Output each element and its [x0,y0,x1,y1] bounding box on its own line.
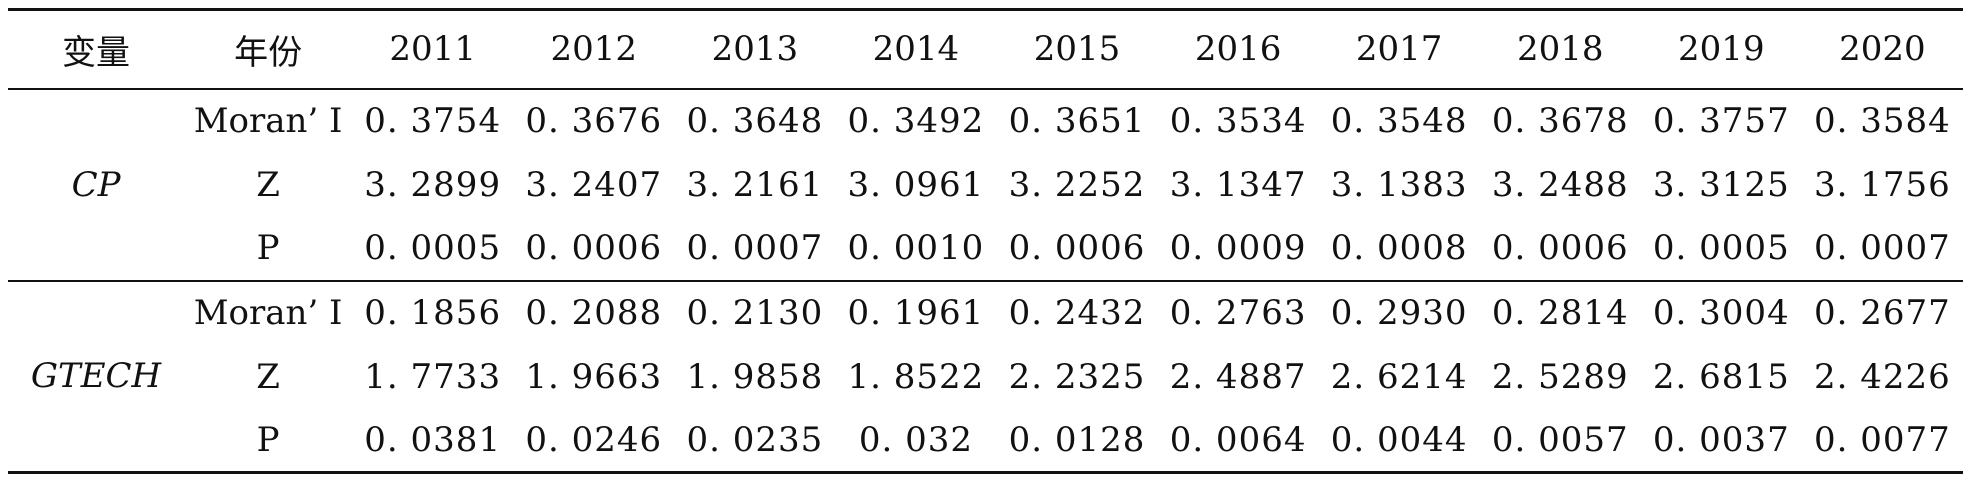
table-cell: 0. 0057 [1479,408,1641,474]
header-year-2012: 2012 [513,8,675,90]
table-cell: 3. 3125 [1652,164,1790,205]
table-row: CP Moran’ I 0. 3754 0. 3676 0. 3648 0. 3… [8,88,1963,282]
header-year-2020: 2020 [1801,8,1963,90]
table-cell: 0. 0005 [352,216,514,282]
table-cell: 0. 0007 [1801,216,1963,282]
table-cell: 0. 0006 [513,216,675,282]
header-variable: 变量 [8,8,185,90]
table-cell: 0. 0044 [1318,408,1480,474]
header-year-2016: 2016 [1157,8,1319,90]
table-row: Z 3. 2899 3. 2407 3. 2161 3. 0961 3. 225… [8,153,1963,217]
header-year-2019: 2019 [1640,8,1802,90]
stat-label: P [184,408,353,474]
table-cell: 0. 0064 [1157,408,1319,474]
table-cell: 0. 0037 [1640,408,1802,474]
table-cell: 0. 2763 [1169,293,1307,333]
table-cell: 2. 4226 [1814,356,1951,397]
moran-table: 变量 年份 2011 2012 2013 2014 2015 2016 2017… [8,8,1963,474]
table-cell: 0. 2930 [1330,293,1468,333]
table-cell: 0. 0128 [996,408,1158,474]
stat-label: Z [256,164,280,205]
header-year-2017: 2017 [1318,8,1480,90]
table-cell: 0. 0007 [674,216,836,282]
table-cell: 0. 0246 [513,408,675,474]
table-cell: 0. 0009 [1157,216,1319,282]
table-cell: 0. 2814 [1491,293,1629,333]
table-cell: 0. 3004 [1652,293,1790,333]
header-year: 年份 [184,8,353,90]
table-cell: 0. 3676 [525,101,663,141]
group-name-cp: CP [8,88,185,282]
stat-label: Z [256,356,280,397]
table-cell: 0. 0008 [1318,216,1480,282]
table-cell: 1. 9663 [525,356,663,397]
table-cell: 1. 8522 [847,356,985,397]
table-row: P 0. 0381 0. 0246 0. 0235 0. 032 0. 0128… [8,408,1963,474]
table-cell: 0. 3757 [1652,101,1790,141]
header-year-2014: 2014 [835,8,997,90]
table-cell: 0. 2677 [1814,293,1951,333]
table-cell: 3. 2899 [364,164,502,205]
table-cell: 3. 1383 [1330,164,1468,205]
table-cell: 2. 6214 [1330,356,1468,397]
table-cell: 2. 2325 [1008,356,1146,397]
header-year-2013: 2013 [674,8,836,90]
table-cell: 0. 3534 [1169,101,1307,141]
table-cell: 2. 5289 [1491,356,1629,397]
table-cell: 0. 0010 [835,216,997,282]
table-cell: 0. 3754 [364,101,502,141]
table-cell: 0. 3651 [1008,101,1146,141]
table-cell: 0. 0006 [1479,216,1641,282]
header-row: 变量 年份 2011 2012 2013 2014 2015 2016 2017… [8,8,1963,90]
table-cell: 0. 3678 [1491,101,1629,141]
table-cell: 3. 0961 [847,164,985,205]
table-cell: 0. 3584 [1814,101,1951,141]
table-cell: 0. 0005 [1640,216,1802,282]
stat-label: Moran’ I [193,293,343,333]
table-row: Z 1. 7733 1. 9663 1. 9858 1. 8522 2. 232… [8,345,1963,409]
table-cell: 0. 032 [835,408,997,474]
table-row: GTECH Moran’ I 0. 1856 0. 2088 0. 2130 0… [8,280,1963,474]
table-row: P 0. 0005 0. 0006 0. 0007 0. 0010 0. 000… [8,216,1963,282]
table-cell: 0. 3492 [847,101,985,141]
stat-label: P [184,216,353,282]
stat-label: Moran’ I [193,101,343,141]
table-cell: 0. 2432 [1008,293,1146,333]
table-cell: 0. 2130 [686,293,824,333]
table-cell: 3. 2161 [686,164,824,205]
header-year-2018: 2018 [1479,8,1641,90]
table-cell: 1. 9858 [686,356,824,397]
table-cell: 0. 3648 [686,101,824,141]
table-cell: 0. 1961 [847,293,985,333]
table-cell: 0. 3548 [1330,101,1468,141]
header-year-2011: 2011 [352,8,514,90]
table-cell: 2. 4887 [1169,356,1307,397]
table-cell: 3. 2407 [525,164,663,205]
table-cell: 3. 2488 [1491,164,1629,205]
table-cell: 1. 7733 [364,356,502,397]
table-cell: 3. 2252 [1008,164,1146,205]
table-cell: 0. 0006 [996,216,1158,282]
table-cell: 3. 1347 [1169,164,1307,205]
table-cell: 0. 0235 [674,408,836,474]
table-cell: 2. 6815 [1652,356,1790,397]
table-cell: 3. 1756 [1814,164,1951,205]
table-cell: 0. 0077 [1801,408,1963,474]
header-year-2015: 2015 [996,8,1158,90]
table-cell: 0. 2088 [525,293,663,333]
group-name-gtech: GTECH [8,280,185,474]
table-cell: 0. 0381 [352,408,514,474]
table-cell: 0. 1856 [364,293,502,333]
